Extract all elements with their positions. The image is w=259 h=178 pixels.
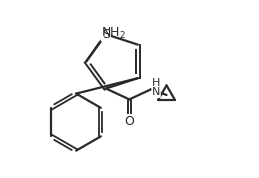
Text: O: O (124, 115, 134, 128)
Text: H
N: H N (152, 78, 160, 97)
Text: S: S (102, 28, 110, 41)
Text: NH$_2$: NH$_2$ (101, 26, 126, 41)
